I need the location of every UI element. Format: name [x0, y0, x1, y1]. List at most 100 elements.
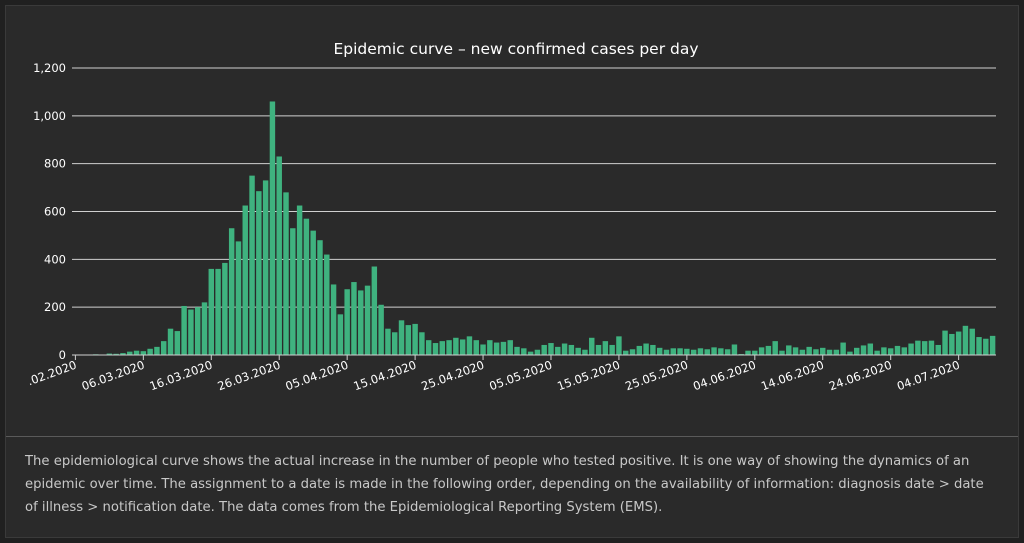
bar — [493, 342, 500, 355]
bar — [962, 325, 969, 355]
bar — [147, 348, 153, 355]
x-tick-label: 24.06.2020 — [827, 358, 894, 394]
bar — [392, 332, 398, 355]
bar — [589, 337, 595, 355]
y-tick-label: 400 — [44, 252, 66, 266]
bar — [718, 348, 724, 355]
bar — [296, 205, 303, 355]
bar — [955, 331, 962, 355]
bar — [623, 350, 629, 355]
bar — [806, 346, 812, 355]
bar — [772, 341, 778, 355]
bar — [208, 268, 214, 355]
bar — [881, 347, 887, 355]
bar — [453, 337, 459, 355]
bar — [351, 282, 357, 355]
bar — [500, 341, 507, 355]
x-tick-label: 05.05.2020 — [487, 358, 554, 394]
chart-description: The epidemiological curve shows the actu… — [25, 454, 984, 515]
bar — [527, 351, 534, 355]
bar — [555, 346, 561, 355]
bar — [636, 345, 643, 355]
bar — [432, 343, 439, 355]
bar — [425, 340, 432, 355]
bar — [704, 349, 710, 355]
bar — [860, 345, 867, 355]
bar — [677, 348, 683, 355]
bar — [330, 284, 337, 355]
bar — [629, 349, 636, 355]
bar — [983, 338, 989, 355]
bar — [561, 343, 568, 355]
bar — [595, 344, 602, 355]
bar — [154, 346, 160, 355]
bar — [901, 347, 907, 355]
bar — [799, 349, 806, 355]
bar — [949, 333, 955, 355]
x-tick-label: 16.03.2020 — [148, 358, 215, 394]
x-tick-label: 15.05.2020 — [555, 358, 622, 394]
bar — [643, 343, 649, 355]
bar — [324, 254, 330, 355]
bar — [779, 350, 785, 355]
bar — [541, 344, 547, 355]
bar — [398, 320, 405, 355]
bar — [684, 348, 690, 355]
bar — [337, 314, 344, 355]
x-tick-label: 26.03.2020 — [216, 358, 283, 394]
x-tick-label: 05.04.2020 — [284, 358, 351, 394]
bar — [439, 341, 445, 355]
bar — [459, 339, 466, 355]
y-tick-label: 0 — [59, 348, 66, 362]
bar — [181, 305, 187, 355]
bar — [358, 290, 364, 355]
y-tick-label: 600 — [44, 205, 66, 219]
bar — [235, 241, 242, 355]
bar — [419, 332, 425, 355]
bar — [521, 348, 527, 355]
x-tick-label: 25.04.2020 — [419, 358, 486, 394]
bar — [514, 346, 520, 355]
bar — [133, 350, 140, 355]
bar — [582, 349, 588, 355]
bar — [262, 180, 269, 355]
chart-card: Epidemic curve – new confirmed cases per… — [5, 5, 1019, 538]
bar — [412, 323, 418, 355]
y-axis-ticks: 0 200 400 600 800 1,000 1,200 — [33, 61, 66, 362]
bar — [928, 340, 935, 355]
bar — [188, 309, 194, 355]
bar — [222, 262, 228, 355]
bar — [887, 348, 894, 355]
bar — [847, 351, 853, 355]
bar — [724, 349, 731, 355]
bar — [507, 340, 513, 355]
bar — [446, 340, 452, 355]
x-tick-label: 15.04.2020 — [351, 358, 418, 394]
bar — [310, 230, 316, 355]
bar — [480, 344, 486, 355]
bar — [752, 350, 758, 355]
bar — [161, 341, 167, 355]
chart-title: Epidemic curve – new confirmed cases per… — [333, 40, 698, 58]
bar — [568, 344, 575, 355]
bar — [663, 349, 670, 355]
bar — [534, 349, 541, 355]
bar — [473, 340, 479, 355]
bar — [833, 349, 840, 355]
bar — [915, 340, 921, 355]
bar — [602, 341, 609, 355]
bar — [874, 350, 880, 355]
bar — [269, 101, 276, 355]
bar — [840, 342, 846, 355]
x-tick-label: .02.2020 — [26, 358, 79, 389]
x-axis: .02.2020 06.03.2020 16.03.2020 26.03.2020 05… — [26, 354, 996, 394]
bar — [106, 353, 113, 355]
bar — [548, 343, 554, 355]
bar — [690, 349, 697, 355]
bar — [650, 344, 656, 355]
bar — [385, 328, 391, 355]
bar — [290, 228, 296, 355]
bar — [786, 345, 792, 355]
bar — [820, 347, 826, 355]
bar — [283, 192, 289, 355]
